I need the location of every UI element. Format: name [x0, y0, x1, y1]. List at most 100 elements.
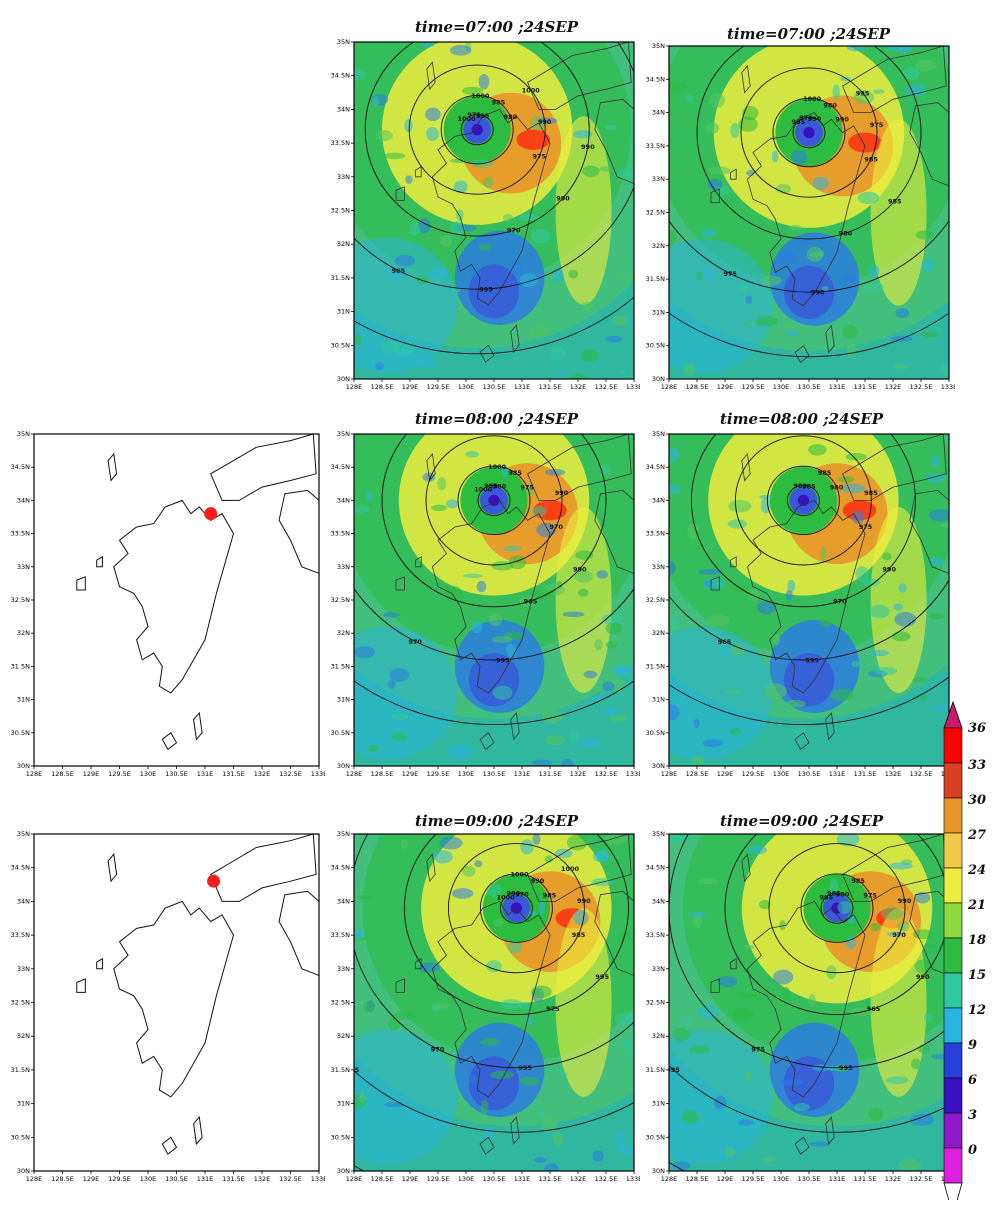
r3-right-y-tick: 35N [652, 830, 665, 838]
track-1-x-tick: 132.5E [279, 1175, 302, 1183]
isobar [690, 434, 916, 608]
isobar [354, 587, 634, 661]
r1-left-x-tick: 132.5E [595, 383, 618, 391]
track-0-y-tick: 33.5N [11, 530, 30, 538]
track-1-x-tick: 131E [197, 1175, 214, 1183]
colorbar-level-label: 36 [968, 721, 986, 736]
isobar [440, 94, 514, 165]
wind-map-r2-right: 9859809759709659709759809859859909959951… [645, 430, 955, 780]
track-1-y-tick: 31.5N [11, 1066, 30, 1074]
track-0-y-tick: 30.5N [11, 729, 30, 737]
colorbar-level-label: 21 [967, 898, 986, 913]
r1-right-x-tick: 129.5E [742, 383, 765, 391]
colorbar-level-label: 0 [968, 1143, 977, 1158]
coastline [730, 957, 737, 970]
colorbar-swatch [943, 797, 963, 834]
r1-left-y-tick: 31.5N [331, 274, 350, 282]
isobar [364, 42, 590, 237]
wind-map-r1-right: 9909909859809759709659709809759859909909… [645, 42, 955, 393]
coastline [510, 1116, 520, 1145]
coastline [395, 576, 405, 591]
isobar-label: 995 [856, 89, 870, 97]
r1-right-x-tick: 132.5E [910, 383, 933, 391]
isobar-label: 985 [508, 469, 522, 477]
colorbar-swatch [943, 867, 963, 904]
isobar [447, 843, 585, 974]
r1-right-x-tick: 131.5E [854, 383, 877, 391]
r2-left-y-tick: 32N [337, 629, 350, 637]
r2-left-x-tick: 130.5E [483, 770, 506, 778]
track-1-y-tick: 33N [17, 965, 30, 973]
r3-left-y-tick: 33N [337, 965, 350, 973]
isobar [669, 219, 949, 293]
isobar-label: 975 [870, 121, 884, 129]
isobar-label: 995 [346, 1066, 360, 1074]
isobar-label: 1000 [510, 871, 529, 879]
coastline [825, 711, 835, 741]
coastline [426, 853, 436, 883]
isobar-label: 970 [799, 114, 813, 122]
isobar-label: 980 [504, 113, 518, 121]
r2-right-x-tick: 130E [773, 770, 790, 778]
r2-left-x-tick: 129E [402, 770, 419, 778]
track-1-x-tick: 130.5E [165, 1175, 188, 1183]
track-0-y-tick: 32N [17, 629, 30, 637]
isobar [354, 680, 634, 725]
track-1-y-tick: 33.5N [11, 931, 30, 939]
panel-title-r3-right: time=09:00 ;24SEP [720, 812, 884, 830]
panel-title-r1-left: time=07:00 ;24SEP [415, 18, 579, 36]
r3-right-y-tick: 34.5N [646, 864, 665, 872]
colorbar-level-label: 24 [967, 863, 986, 878]
track-map-0800: 128E 128.5E 129E 129.5E 130E 130.5E 131E 131.5E… [10, 430, 325, 780]
isobar [479, 873, 553, 943]
r2-left-y-tick: 30N [337, 762, 350, 770]
r3-right-y-tick: 32N [652, 1032, 665, 1040]
r1-left-x-tick: 129E [402, 383, 419, 391]
isobar-label: 970 [892, 931, 906, 939]
coastline [193, 711, 203, 741]
isobar-label: 990 [882, 565, 896, 573]
isobar-label: 985 [888, 197, 902, 205]
isobar-label: 970 [507, 227, 521, 235]
coastline [746, 112, 866, 307]
track-1-y-tick: 31N [17, 1100, 30, 1108]
r1-left-y-tick: 34N [337, 105, 350, 113]
r3-right-y-tick: 33N [652, 965, 665, 973]
track-1-x-tick: 129.5E [108, 1175, 131, 1183]
track-0-x-tick: 128E [26, 770, 43, 778]
isobar-label: 990 [808, 115, 822, 123]
r2-right-y-tick: 30.5N [646, 729, 665, 737]
isobar-label: 965 [524, 598, 538, 606]
isobar-label: 980 [836, 890, 850, 898]
isobar-label: 995 [805, 656, 819, 664]
r3-right-x-tick: 132.5E [910, 1175, 933, 1183]
r3-right-y-tick: 32.5N [646, 999, 665, 1007]
r1-left-x-tick: 133E [626, 383, 640, 391]
coastline [510, 711, 520, 741]
r2-right-y-tick: 30N [652, 762, 665, 770]
colorbar-level-label: 30 [968, 793, 986, 808]
r2-left-y-tick: 34N [337, 496, 350, 504]
isobar-label: 990 [573, 565, 587, 573]
coastline [395, 978, 405, 993]
colorbar-level-label: 9 [968, 1038, 977, 1053]
colorbar-level-label: 6 [968, 1073, 977, 1088]
r1-right-x-tick: 129E [717, 383, 734, 391]
isobar-label: 975 [751, 1046, 765, 1054]
coastline [730, 556, 737, 568]
coastline [431, 499, 551, 694]
r2-left-x-tick: 131.5E [539, 770, 562, 778]
isobar-label: 975 [520, 484, 534, 492]
r3-left-x-tick: 132E [570, 1175, 587, 1183]
isobar [669, 579, 949, 661]
isobar-label: 975 [859, 523, 873, 531]
isobar [669, 834, 949, 1069]
isobar [354, 42, 634, 290]
r3-left-x-tick: 131.5E [539, 1175, 562, 1183]
track-0-y-tick: 30N [17, 762, 30, 770]
coastline [909, 489, 949, 574]
track-1-x-tick: 132E [254, 1175, 271, 1183]
isobar-label: 970 [408, 638, 422, 646]
coastline [794, 1136, 810, 1155]
coastline [909, 102, 949, 187]
